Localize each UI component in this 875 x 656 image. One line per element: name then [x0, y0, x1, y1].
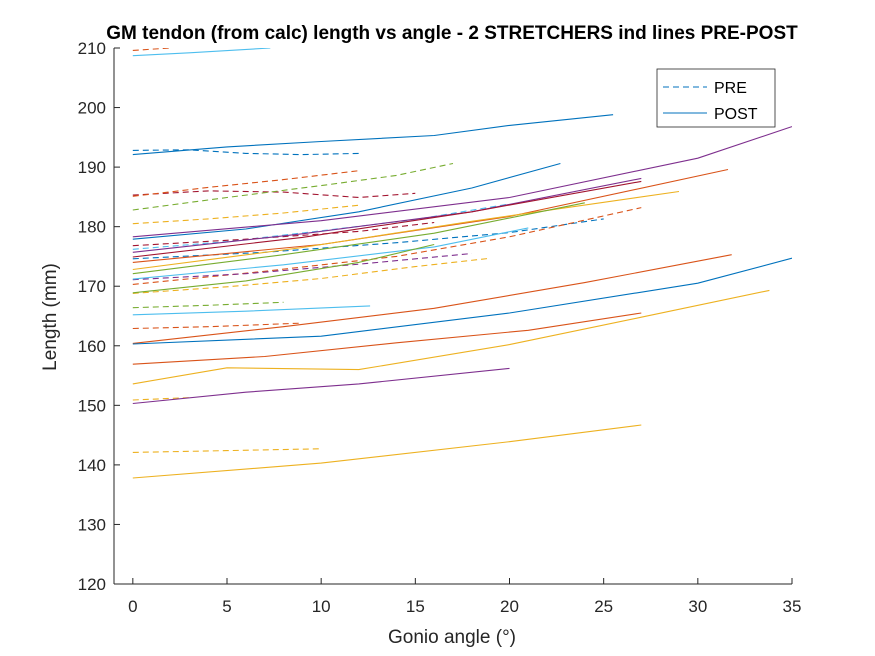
- series-line-post-32: [132, 367, 510, 405]
- x-tick-label: 10: [312, 597, 331, 616]
- y-tick-label: 130: [78, 515, 106, 534]
- x-axis-title: Gonio angle (°): [388, 627, 516, 648]
- plot-lines: [132, 48, 792, 479]
- series-line-post-23: [132, 202, 585, 275]
- series-line-post-25: [132, 243, 435, 294]
- y-tick-label: 140: [78, 456, 106, 475]
- series-line-pre-2: [132, 190, 416, 199]
- series-line-post-27: [132, 305, 371, 316]
- series-line-pre-3: [132, 162, 454, 211]
- series-line-post-22: [132, 190, 680, 271]
- series-line-pre-8: [132, 221, 435, 247]
- series-line-pre-6: [132, 203, 510, 250]
- series-line-pre-0: [132, 48, 171, 51]
- x-tick-label: 15: [406, 597, 425, 616]
- legend-label-pre: PRE: [714, 80, 747, 97]
- series-line-pre-9: [132, 207, 642, 285]
- series-line-post-31: [132, 289, 770, 385]
- series-line-post-26: [132, 180, 642, 258]
- y-tick-label: 170: [78, 277, 106, 296]
- x-tick-label: 0: [128, 597, 137, 616]
- legend-box: [656, 68, 776, 128]
- series-line-pre-13: [132, 322, 303, 330]
- series-line-post-20: [132, 177, 642, 253]
- y-tick-label: 190: [78, 158, 106, 177]
- y-tick-label: 150: [78, 396, 106, 415]
- series-line-pre-12: [132, 301, 284, 309]
- y-tick-label: 180: [78, 218, 106, 237]
- y-tick-label: 200: [78, 99, 106, 118]
- series-line-pre-15: [132, 448, 322, 453]
- x-tick-label: 25: [594, 597, 613, 616]
- chart-title: GM tendon (from calc) length vs angle - …: [106, 23, 798, 44]
- y-tick-label: 160: [78, 337, 106, 356]
- x-tick-label: 20: [500, 597, 519, 616]
- axes: 0 5 10 15 20 25 30 35 120 130 140 150 160 170 180 190 20…: [78, 39, 802, 616]
- series-line-pre-1: [132, 149, 359, 156]
- series-line-post-24: [132, 227, 529, 280]
- y-tick-label: 120: [78, 575, 106, 594]
- series-line-post-21: [132, 168, 729, 263]
- series-line-post-19: [132, 126, 792, 238]
- series-line-post-29: [132, 257, 792, 345]
- series-line-pre-11: [132, 252, 472, 281]
- series-line-post-33: [132, 424, 642, 479]
- series-line-pre-5: [132, 204, 359, 225]
- series-line-post-16: [132, 48, 271, 57]
- series-line-post-28: [132, 254, 732, 344]
- legend-label-post: POST: [714, 106, 758, 123]
- series-line-post-18: [132, 162, 561, 240]
- series-line-post-17: [132, 114, 614, 156]
- series-line-pre-4: [132, 170, 359, 197]
- series-line-pre-7: [132, 218, 604, 260]
- series-line-post-30: [132, 312, 642, 365]
- legend: PRE POST: [656, 68, 776, 128]
- x-tick-label: 30: [688, 597, 707, 616]
- y-tick-label: 210: [78, 39, 106, 58]
- y-axis-title: Length (mm): [40, 263, 61, 371]
- x-tick-label: 5: [222, 597, 231, 616]
- series-line-pre-10: [132, 257, 491, 294]
- x-tick-label: 35: [783, 597, 802, 616]
